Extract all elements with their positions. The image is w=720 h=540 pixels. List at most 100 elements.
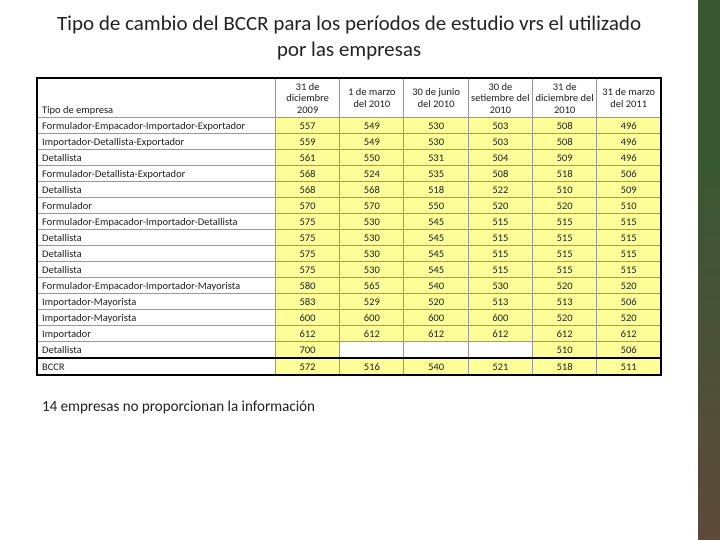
row-label: Importador-Mayorista	[37, 310, 275, 326]
row-value: 515	[597, 230, 661, 246]
row-label: Formulador-Detallista-Exportador	[37, 166, 275, 182]
table-row: Importador-Detallista-Exportador55954953…	[37, 134, 661, 150]
row-value: 530	[340, 214, 404, 230]
row-value: 549	[340, 134, 404, 150]
row-label: Detallista	[37, 262, 275, 278]
row-value: 520	[597, 278, 661, 294]
row-label: BCCR	[37, 358, 275, 375]
row-value: 568	[340, 182, 404, 198]
row-value: 600	[468, 310, 532, 326]
row-value	[404, 342, 468, 359]
row-value: 515	[532, 214, 596, 230]
row-label: Detallista	[37, 150, 275, 166]
row-value: 515	[597, 246, 661, 262]
row-label: Importador-Detallista-Exportador	[37, 134, 275, 150]
row-value: 550	[340, 150, 404, 166]
row-label: Detallista	[37, 342, 275, 359]
footnote-text: 14 empresas no proporcionan la informaci…	[36, 376, 662, 416]
row-value: 530	[340, 230, 404, 246]
table-header-col: 30 de junio del 2010	[404, 78, 468, 118]
row-value: 511	[597, 358, 661, 375]
row-value: 535	[404, 166, 468, 182]
row-label: Detallista	[37, 246, 275, 262]
table-row: Formulador-Empacador-Importador-Detallis…	[37, 214, 661, 230]
table-row: Detallista561550531504509496	[37, 150, 661, 166]
table-row: BCCR572516540521518511	[37, 358, 661, 375]
row-value: 506	[597, 342, 661, 359]
table-header-col: 31 de diciembre 2009	[275, 78, 339, 118]
row-value: 518	[532, 358, 596, 375]
table-row: Formulador-Detallista-Exportador56852453…	[37, 166, 661, 182]
row-value: 545	[404, 230, 468, 246]
row-value: 515	[468, 230, 532, 246]
row-label: Importador	[37, 326, 275, 342]
row-value: 549	[340, 118, 404, 134]
row-value: 583	[275, 294, 339, 310]
row-value: 516	[340, 358, 404, 375]
row-value: 518	[532, 166, 596, 182]
row-value: 531	[404, 150, 468, 166]
row-value: 496	[597, 118, 661, 134]
row-value: 503	[468, 134, 532, 150]
row-label: Importador-Mayorista	[37, 294, 275, 310]
row-label: Formulador-Empacador-Importador-Exportad…	[37, 118, 275, 134]
row-value: 575	[275, 246, 339, 262]
row-value: 612	[532, 326, 596, 342]
row-value: 513	[532, 294, 596, 310]
row-value: 540	[404, 358, 468, 375]
row-value: 575	[275, 262, 339, 278]
row-value: 530	[340, 246, 404, 262]
slide-accent-bar	[698, 0, 720, 540]
table-header-col: 1 de marzo del 2010	[340, 78, 404, 118]
row-value: 508	[468, 166, 532, 182]
row-value: 612	[404, 326, 468, 342]
table-row: Detallista568568518522510509	[37, 182, 661, 198]
row-value: 612	[468, 326, 532, 342]
row-value: 612	[275, 326, 339, 342]
row-value: 520	[597, 310, 661, 326]
row-value: 550	[404, 198, 468, 214]
row-label: Formulador-Empacador-Importador-Mayorist…	[37, 278, 275, 294]
table-header-col: 31 de diciembre del 2010	[532, 78, 596, 118]
row-label: Formulador-Empacador-Importador-Detallis…	[37, 214, 275, 230]
row-value: 510	[532, 342, 596, 359]
row-value: 515	[597, 214, 661, 230]
row-value: 580	[275, 278, 339, 294]
row-value: 503	[468, 118, 532, 134]
row-value: 513	[468, 294, 532, 310]
row-value: 568	[275, 166, 339, 182]
row-value: 565	[340, 278, 404, 294]
table-row: Formulador570570550520520510	[37, 198, 661, 214]
row-value: 612	[597, 326, 661, 342]
row-value: 518	[404, 182, 468, 198]
row-value: 510	[597, 198, 661, 214]
row-value: 575	[275, 230, 339, 246]
table-row: Detallista575530545515515515	[37, 262, 661, 278]
row-label: Detallista	[37, 230, 275, 246]
slide-title: Tipo de cambio del BCCR para los período…	[36, 10, 662, 77]
table-row: Formulador-Empacador-Importador-Mayorist…	[37, 278, 661, 294]
row-value: 520	[532, 278, 596, 294]
row-value: 600	[404, 310, 468, 326]
table-header-first: Tipo de empresa	[37, 78, 275, 118]
table-row: Importador612612612612612612	[37, 326, 661, 342]
row-value: 600	[340, 310, 404, 326]
row-value: 509	[597, 182, 661, 198]
exchange-rate-table: Tipo de empresa31 de diciembre 20091 de …	[36, 77, 662, 377]
row-value: 530	[404, 134, 468, 150]
row-value: 559	[275, 134, 339, 150]
slide-content: Tipo de cambio del BCCR para los período…	[0, 0, 698, 416]
row-value: 515	[468, 214, 532, 230]
row-value: 529	[340, 294, 404, 310]
row-value: 545	[404, 214, 468, 230]
row-value: 570	[275, 198, 339, 214]
table-row: Importador-Mayorista583529520513513506	[37, 294, 661, 310]
table-header-col: 31 de marzo del 2011	[597, 78, 661, 118]
row-value: 506	[597, 294, 661, 310]
row-value: 572	[275, 358, 339, 375]
table-row: Formulador-Empacador-Importador-Exportad…	[37, 118, 661, 134]
row-value: 568	[275, 182, 339, 198]
row-value: 506	[597, 166, 661, 182]
row-value: 530	[340, 262, 404, 278]
row-value: 515	[532, 262, 596, 278]
